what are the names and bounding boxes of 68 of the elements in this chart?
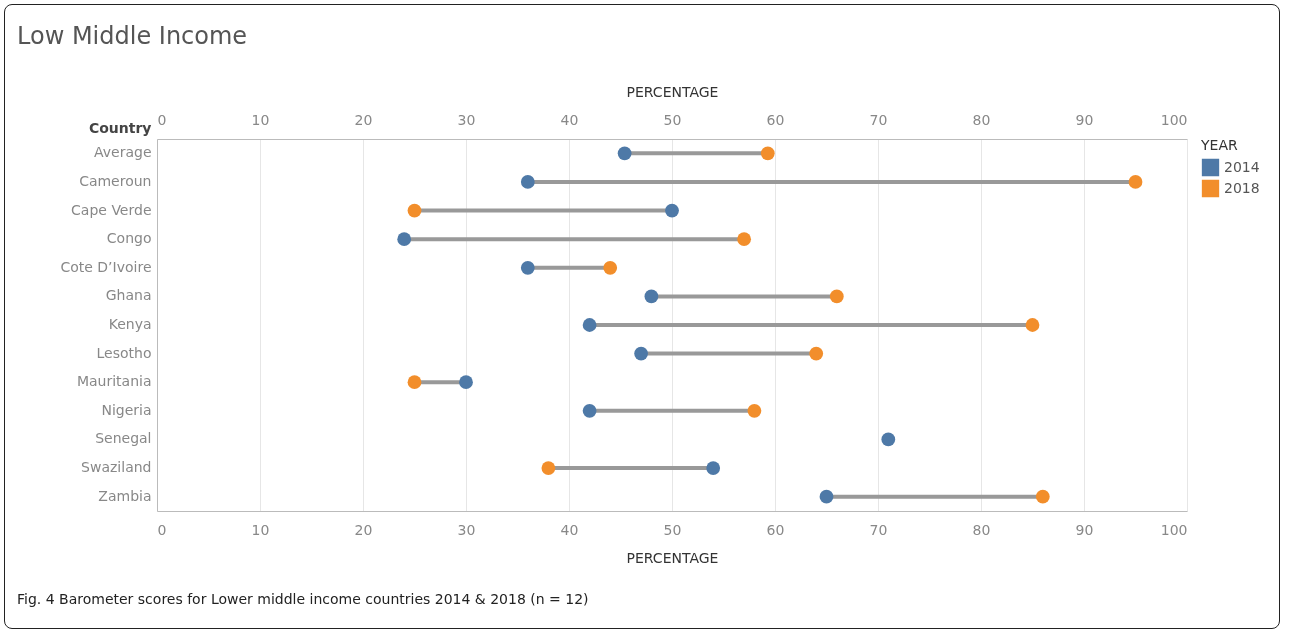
x-tick-label: 50 — [663, 111, 682, 128]
point — [665, 203, 679, 218]
y-tick-label: Ghana — [105, 287, 152, 304]
point — [819, 489, 834, 504]
x2-tick-label: 60 — [766, 521, 785, 538]
legend-label: 2014 — [1224, 158, 1260, 175]
x2-tick-label: 0 — [157, 521, 167, 538]
point — [634, 346, 648, 361]
chart-title: Low Middle Income — [17, 22, 248, 50]
point — [603, 260, 618, 275]
point — [520, 260, 535, 275]
point — [582, 318, 597, 332]
caption: Fig. 4 Barometer scores for Lower middle income countries 2014 & 2018 (n = 12) — [17, 591, 589, 607]
point — [829, 289, 844, 304]
y-tick-label: Lesotho — [96, 344, 152, 361]
y-tick-label: Kenya — [108, 316, 152, 332]
point — [541, 461, 556, 475]
y-tick-label: Cape Verde — [71, 201, 152, 218]
x2-tick-label: 40 — [560, 521, 579, 538]
y-tick-label: Cote D’Ivoire — [60, 258, 152, 275]
x-tick-label: 10 — [251, 111, 270, 128]
y-tick-label: Congo — [106, 230, 152, 247]
y-axis-title: Country — [88, 119, 152, 136]
x-tick-label: 100 — [1160, 111, 1188, 128]
point — [737, 232, 751, 247]
y-tick-label: Average — [94, 144, 152, 161]
point — [520, 175, 535, 189]
x2-tick-label: 30 — [457, 521, 476, 538]
x2-tick-label: 50 — [663, 521, 682, 538]
x-tick-label: 40 — [560, 111, 579, 128]
x2-tick-label: 80 — [972, 521, 991, 538]
y-tick-label: Zambia — [98, 487, 152, 504]
point — [397, 232, 412, 247]
point — [809, 346, 824, 361]
point — [644, 289, 659, 304]
point — [706, 461, 721, 475]
point — [881, 432, 896, 447]
point — [760, 146, 775, 161]
y-tick-label: Mauritania — [76, 373, 152, 390]
y-tick-label: Senegal — [95, 430, 152, 447]
point — [459, 375, 473, 390]
point — [617, 146, 632, 161]
x-tick-label: 70 — [869, 111, 888, 128]
point — [407, 375, 422, 390]
point — [407, 203, 422, 218]
x-tick-label: 20 — [354, 111, 373, 128]
x-tick-label: 90 — [1075, 111, 1094, 128]
x2-tick-label: 100 — [1160, 521, 1188, 538]
x-tick-label: 30 — [457, 111, 476, 128]
point — [747, 403, 762, 418]
legend-title: YEAR — [1200, 137, 1238, 153]
point — [582, 403, 597, 418]
x2-tick-label: 10 — [251, 521, 270, 538]
x-tick-label: 60 — [766, 111, 785, 128]
legend-label: 2018 — [1224, 179, 1260, 196]
point — [1035, 489, 1050, 504]
x-tick-label: 80 — [972, 111, 991, 128]
y-tick-label: Cameroun — [79, 172, 152, 189]
x2-tick-label: 20 — [354, 521, 373, 538]
x-tick-label: 0 — [157, 111, 167, 128]
x2-axis-title: PERCENTAGE — [626, 83, 719, 100]
y-tick-label: Nigeria — [101, 401, 152, 418]
point — [1128, 175, 1143, 189]
x2-tick-label: 90 — [1075, 521, 1094, 538]
point — [1025, 318, 1040, 332]
y-tick-label: Swaziland — [81, 459, 152, 476]
x-axis-title: PERCENTAGE — [626, 549, 719, 566]
x2-tick-label: 70 — [869, 521, 888, 538]
